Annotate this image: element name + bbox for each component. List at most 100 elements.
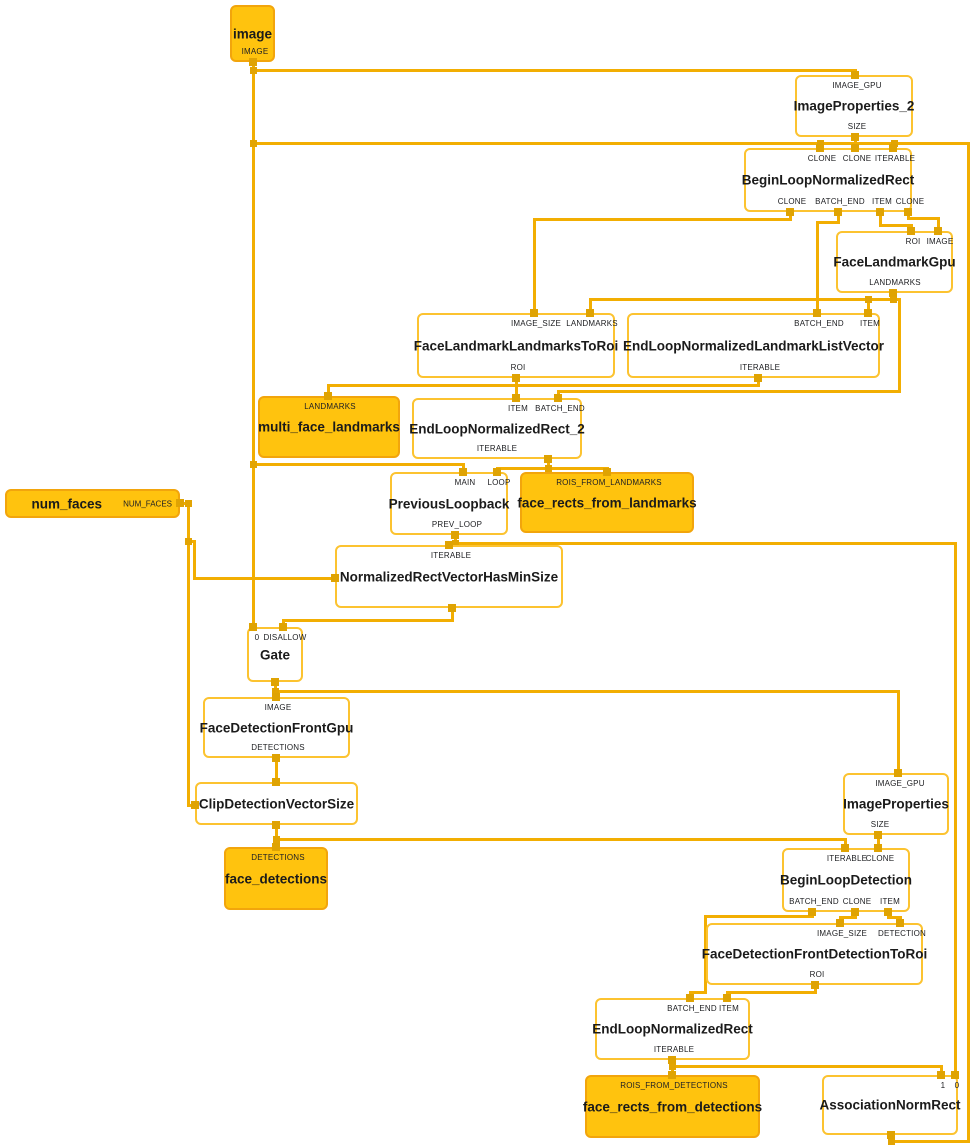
edge-wire: [588, 297, 592, 315]
node-BeginLoopNormalizedRect[interactable]: BeginLoopNormalizedRect CLONE CLONE ITERABL…: [742, 148, 924, 212]
port-IMAGE_SIZE[interactable]: [530, 309, 538, 317]
wire-junction: [184, 499, 192, 507]
port-BATCH_END[interactable]: [554, 394, 562, 402]
port-BATCH_END[interactable]: [834, 208, 842, 216]
edge-wire: [251, 141, 255, 629]
node-image[interactable]: image IMAGE: [230, 5, 275, 62]
port-label-LANDMARKS: LANDMARKS: [566, 319, 618, 328]
port-ITEM[interactable]: [884, 908, 892, 916]
port-ITEM[interactable]: [723, 994, 731, 1002]
port-DETECTIONS[interactable]: [272, 843, 280, 851]
node-BeginLoopDetection[interactable]: BeginLoopDetection ITERABLE CLONE BATCH_END…: [780, 848, 912, 912]
port-DETECTIONS[interactable]: [272, 754, 280, 762]
node-PreviousLoopback[interactable]: PreviousLoopback MAIN LOOP PREV_LOOP: [388, 472, 510, 535]
port-MAIN[interactable]: [459, 468, 467, 476]
port-unnamed[interactable]: [331, 574, 339, 582]
node-FaceDetectionFrontDetectionToRoi[interactable]: FaceDetectionFrontDetectionToRoi IMAGE_SI…: [702, 923, 927, 985]
port-BATCH_END[interactable]: [808, 908, 816, 916]
port-unnamed[interactable]: [272, 821, 280, 829]
port-IMAGE_SIZE[interactable]: [836, 919, 844, 927]
node-EndLoopNormalizedLandmarkListVector[interactable]: EndLoopNormalizedLandmarkListVector BATCH…: [623, 313, 884, 378]
node-AssociationNormRect[interactable]: AssociationNormRect 1 0: [819, 1075, 961, 1135]
port-ROI[interactable]: [907, 227, 915, 235]
port-ITERABLE[interactable]: [889, 144, 897, 152]
port-ROI[interactable]: [512, 374, 520, 382]
wire-junction: [272, 835, 280, 843]
port-DETECTION[interactable]: [896, 919, 904, 927]
node-EndLoopNormalizedRect_2[interactable]: EndLoopNormalizedRect_2 ITEM BATCH_END ITER…: [409, 398, 585, 459]
node-FaceLandmarkLandmarksToRoi[interactable]: FaceLandmarkLandmarksToRoi IMAGE_SIZE LAND…: [414, 313, 618, 378]
edge-wire: [886, 915, 902, 919]
port-unnamed[interactable]: [887, 1131, 895, 1139]
port-CLONE[interactable]: [851, 144, 859, 152]
port-LOOP[interactable]: [493, 468, 501, 476]
edge-wire: [889, 1139, 970, 1143]
edge-wire: [273, 689, 900, 693]
port-ROIS_FROM_LANDMARKS[interactable]: [603, 468, 611, 476]
port-label-BATCH_END: BATCH_END: [815, 197, 865, 206]
port-unnamed[interactable]: [271, 678, 279, 686]
port-BATCH_END[interactable]: [686, 994, 694, 1002]
node-EndLoopNormalizedRect[interactable]: EndLoopNormalizedRect BATCH_END ITEM ITERAB…: [592, 998, 753, 1060]
node-FaceDetectionFrontGpu[interactable]: FaceDetectionFrontGpu IMAGE DETECTIONS: [200, 697, 353, 758]
port-label-ITEM: ITEM: [872, 197, 892, 206]
port-ROIS_FROM_DETECTIONS[interactable]: [668, 1071, 676, 1079]
port-ITERABLE[interactable]: [445, 541, 453, 549]
node-num_faces[interactable]: num_faces NUM_FACES: [5, 489, 180, 518]
port-unnamed[interactable]: [191, 801, 199, 809]
port-SIZE[interactable]: [874, 831, 882, 839]
node-NormalizedRectVectorHasMinSize[interactable]: NormalizedRectVectorHasMinSize ITERABLE: [335, 545, 563, 608]
port-BATCH_END[interactable]: [813, 309, 821, 317]
port-LANDMARKS[interactable]: [324, 392, 332, 400]
wire-junction: [864, 295, 872, 303]
port-CLONE[interactable]: [786, 208, 794, 216]
node-title: FaceDetectionFrontDetectionToRoi: [701, 946, 928, 962]
port-ITEM[interactable]: [864, 309, 872, 317]
node-face_rects_from_landmarks[interactable]: face_rects_from_landmarks ROIS_FROM_LANDM…: [517, 472, 697, 533]
port-label-ITERABLE: ITERABLE: [653, 1045, 695, 1054]
port-0[interactable]: [249, 623, 257, 631]
port-ITERABLE[interactable]: [841, 844, 849, 852]
port-ITEM[interactable]: [876, 208, 884, 216]
port-CLONE[interactable]: [816, 144, 824, 152]
port-NUM_FACES[interactable]: [176, 499, 184, 507]
node-ClipDetectionVectorSize[interactable]: ClipDetectionVectorSize: [195, 782, 358, 825]
port-DISALLOW[interactable]: [279, 623, 287, 631]
node-multi_face_landmarks[interactable]: multi_face_landmarks LANDMARKS: [258, 396, 400, 458]
node-face_detections[interactable]: face_detections DETECTIONS: [224, 847, 328, 910]
edge-wire: [892, 141, 970, 145]
port-ITERABLE[interactable]: [754, 374, 762, 382]
port-PREV_LOOP[interactable]: [451, 531, 459, 539]
node-ImageProperties_2[interactable]: ImageProperties_2 IMAGE_GPU SIZE: [794, 75, 914, 137]
port-label-DETECTION: DETECTION: [877, 929, 927, 938]
port-ITEM[interactable]: [512, 394, 520, 402]
port-unnamed[interactable]: [448, 604, 456, 612]
port-SIZE[interactable]: [851, 133, 859, 141]
port-ROI[interactable]: [811, 981, 819, 989]
node-face_rects_from_detections[interactable]: face_rects_from_detections ROIS_FROM_DETE…: [583, 1075, 762, 1138]
port-IMAGE[interactable]: [934, 227, 942, 235]
wire-junction: [890, 139, 898, 147]
port-ITERABLE[interactable]: [668, 1056, 676, 1064]
port-IMAGE[interactable]: [272, 693, 280, 701]
node-ImageProperties[interactable]: ImageProperties IMAGE_GPU SIZE: [843, 773, 949, 835]
port-unnamed[interactable]: [272, 778, 280, 786]
port-1[interactable]: [937, 1071, 945, 1079]
node-FaceLandmarkGpu[interactable]: FaceLandmarkGpu ROI IMAGE LANDMARKS: [833, 231, 956, 293]
port-IMAGE[interactable]: [249, 58, 257, 66]
node-title: PreviousLoopback: [388, 496, 510, 511]
node-title: FaceDetectionFrontGpu: [199, 720, 354, 735]
node-Gate[interactable]: Gate 0 DISALLOW: [247, 627, 306, 682]
edge-wire: [703, 914, 814, 918]
port-LANDMARKS[interactable]: [889, 289, 897, 297]
port-LANDMARKS[interactable]: [586, 309, 594, 317]
port-IMAGE_GPU[interactable]: [851, 71, 859, 79]
port-CLONE[interactable]: [904, 208, 912, 216]
port-IMAGE_GPU[interactable]: [894, 769, 902, 777]
port-CLONE[interactable]: [874, 844, 882, 852]
port-CLONE[interactable]: [851, 908, 859, 916]
port-0[interactable]: [951, 1071, 959, 1079]
port-ITERABLE[interactable]: [544, 455, 552, 463]
port-label-CLONE: CLONE: [777, 197, 807, 206]
node-title: image: [232, 26, 273, 41]
